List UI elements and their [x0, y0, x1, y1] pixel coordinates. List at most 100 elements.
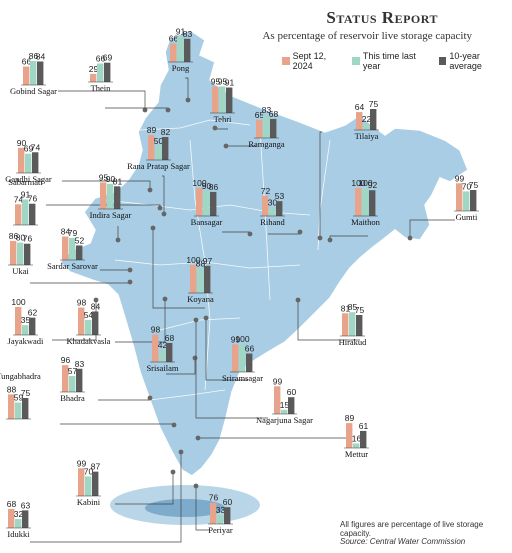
bar-ukai-2	[24, 243, 31, 265]
value-label-hirakud-2: 75	[355, 305, 365, 315]
value-label-indira-sagar-2: 81	[113, 176, 123, 186]
bar-periyar-2	[224, 507, 231, 524]
value-label-bhadra-2: 83	[75, 359, 85, 369]
bar-khadakvasla-2	[92, 311, 99, 335]
bar-gobind-sagar-0	[23, 66, 30, 85]
value-label-koyana-1: 88	[196, 258, 206, 268]
value-label-khadakvasla-0: 98	[77, 298, 87, 308]
bar-tehri-0	[212, 86, 219, 113]
bar-srisailam-1	[159, 350, 166, 362]
value-label-srisailam-2: 68	[165, 333, 175, 343]
value-label-tungabhadra-1: 59	[14, 392, 24, 402]
bar-sriramsagar-0	[232, 344, 239, 372]
bar-idukki-2	[22, 510, 29, 528]
value-label-pong-0: 66	[169, 34, 179, 44]
bar-bansagar-2	[210, 191, 217, 216]
reservoir-label-ramganga: Ramganga	[248, 139, 285, 149]
bar-gobind-sagar-2	[37, 61, 44, 85]
bar-mettur-2	[360, 430, 367, 448]
india-outline	[58, 29, 469, 477]
reservoir-label-pong: Pong	[172, 63, 190, 73]
location-dot-indira-sagar	[115, 237, 121, 243]
bar-bansagar-0	[196, 188, 203, 216]
value-label-pong-2: 83	[183, 29, 193, 39]
bar-pong-2	[184, 38, 191, 62]
legend-label-last-year: This time last year	[362, 51, 416, 71]
value-label-nagarjuna-sagar-1: 15	[280, 400, 290, 410]
bar-bhadra-2	[76, 368, 83, 392]
leader-khadakvasla	[115, 299, 166, 343]
leader-bhadra	[98, 398, 151, 401]
bar-rana-pratap-sagar-1	[155, 146, 162, 160]
legend-item-ten-year: 10-year average	[438, 51, 512, 71]
bar-hirakud-0	[342, 313, 349, 336]
reservoir-label-rana-pratap-sagar: Rana Pratap Sagar	[127, 161, 190, 171]
value-label-gandhi-sagar-1: 69	[24, 144, 34, 154]
chart-title: Status Report	[326, 8, 438, 27]
location-dot-rihand	[297, 229, 303, 235]
location-dot-khadakvasla	[162, 296, 168, 302]
bar-sriramsagar-1	[239, 344, 246, 372]
leader-srisailam	[166, 358, 196, 375]
bar-rihand-2	[276, 201, 283, 216]
reservoir-label-koyana: Koyana	[187, 294, 214, 304]
value-label-bansagar-0: 100	[192, 178, 206, 188]
value-label-bhadra-1: 57	[68, 366, 78, 376]
location-dot-bhadra	[147, 395, 153, 401]
bar-bansagar-1	[203, 190, 210, 216]
location-dot-bansagar	[247, 231, 253, 237]
value-label-bansagar-1: 90	[202, 181, 212, 191]
bar-bhadra-0	[62, 365, 69, 392]
bar-tilaiya-0	[356, 112, 363, 130]
reservoir-label-thein: Thein	[91, 83, 112, 93]
value-label-tilaiya-2: 75	[369, 99, 379, 109]
value-label-tehri-0: 95	[211, 76, 221, 86]
value-label-khadakvasla-2: 84	[91, 301, 101, 311]
reservoir-label-mettur: Mettur	[345, 449, 368, 459]
reservoir-label-idukki: Idukki	[7, 529, 30, 539]
bar-ukai-0	[10, 240, 17, 265]
reservoir-label-bansagar: Bansagar	[191, 217, 223, 227]
value-label-kabini-1: 70	[84, 466, 94, 476]
bar-periyar-0	[210, 502, 217, 524]
value-label-jayakwadi-1: 35	[21, 315, 31, 325]
bar-sabarmati-0	[15, 204, 22, 225]
value-label-ukai-2: 76	[23, 234, 33, 244]
value-label-jayakwadi-0: 100	[11, 297, 25, 307]
value-label-gobind-sagar-2: 84	[36, 51, 46, 61]
bar-ukai-1	[17, 242, 24, 265]
value-label-idukki-1: 32	[14, 509, 24, 519]
bar-gumti-0	[456, 183, 463, 211]
bar-rihand-1	[269, 207, 276, 216]
value-label-indira-sagar-1: 90	[106, 174, 116, 184]
bar-tungabhadra-1	[15, 402, 22, 419]
reservoir-label-srisailam: Srisailam	[146, 363, 178, 373]
value-label-rana-pratap-sagar-1: 50	[154, 136, 164, 146]
reservoir-label-gandhi-sagar: Gandhi Sagar	[5, 174, 52, 184]
reservoir-label-ukai: Ukai	[12, 266, 29, 276]
reservoir-chart-mettur: 89 16 61 Mettur	[344, 413, 369, 459]
value-label-ramganga-0: 65	[255, 110, 265, 120]
legend-swatch-ten-year	[438, 57, 447, 65]
reservoir-label-tehri: Tehri	[214, 114, 232, 124]
reservoir-label-indira-sagar: Indira Sagar	[90, 210, 132, 220]
legend-label-ten-year: 10-year average	[449, 51, 482, 71]
location-dot-jayakwadi	[93, 297, 99, 303]
value-label-sriramsagar-1: 100	[235, 334, 249, 344]
bar-gumti-1	[463, 191, 470, 211]
bar-nagarjuna-sagar-0	[274, 386, 281, 414]
value-label-maithon-1: 100	[358, 178, 372, 188]
reservoir-label-gumti: Gumti	[456, 212, 478, 222]
leader-nagarjuna-sagar	[195, 320, 268, 419]
reservoir-label-sabarmati: Sabarmati	[8, 177, 43, 187]
bar-tungabhadra-2	[22, 398, 29, 419]
value-label-tilaiya-0: 64	[355, 102, 365, 112]
